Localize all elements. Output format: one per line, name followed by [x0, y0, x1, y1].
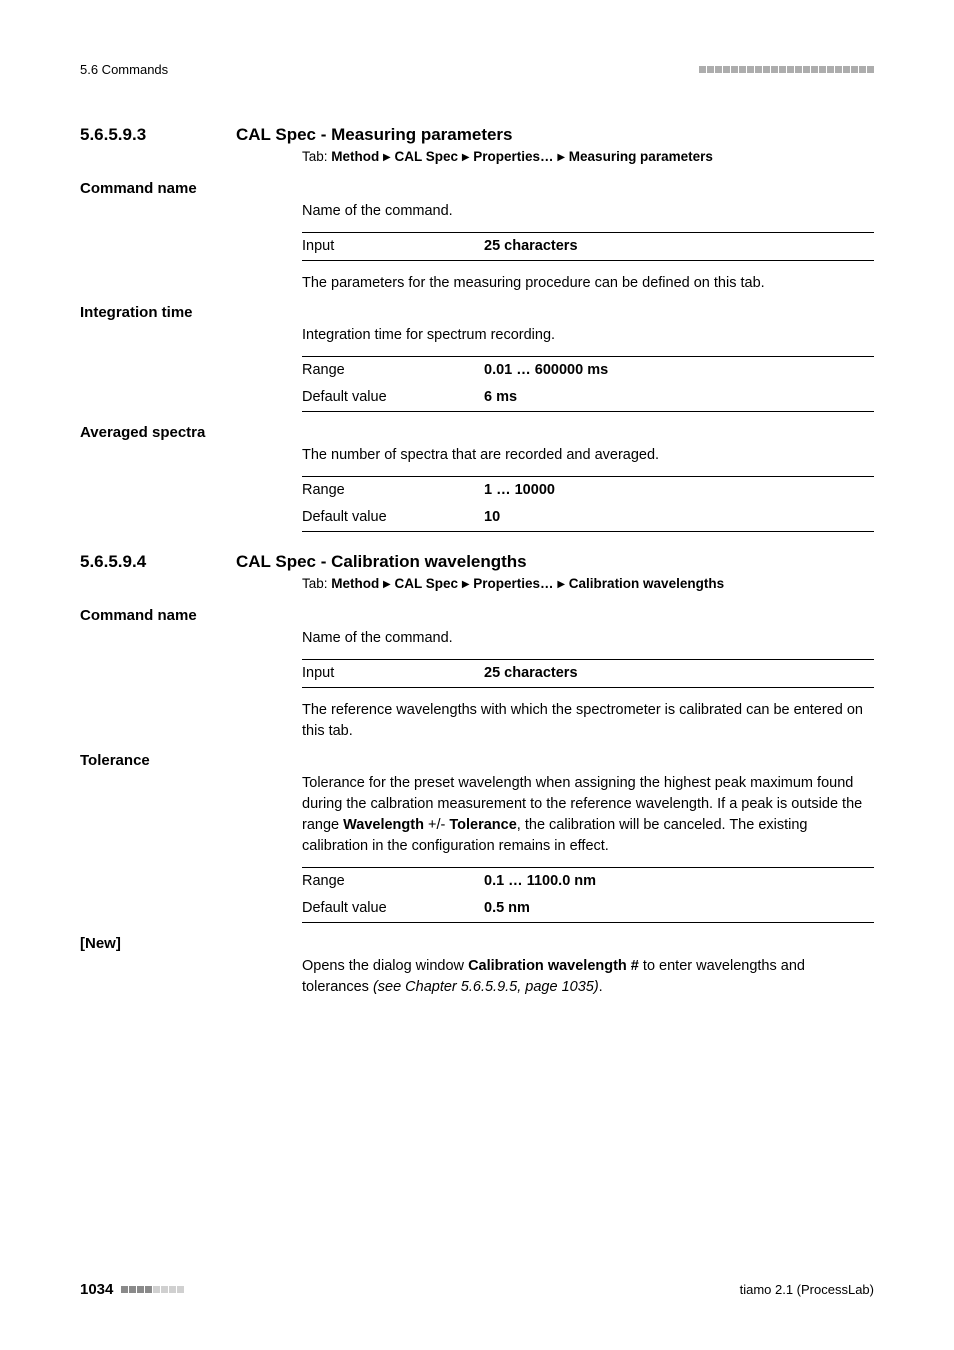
table-key: Range [302, 357, 484, 385]
param-description: Opens the dialog window Calibration wave… [302, 956, 874, 998]
section-number: 5.6.5.9.4 [80, 552, 236, 572]
table-key: Default value [302, 895, 484, 923]
table-value: 10 [484, 504, 874, 532]
param-table: Range1 … 10000Default value10 [302, 476, 874, 532]
param-label: Integration time [80, 304, 874, 321]
param-label: [New] [80, 935, 874, 952]
table-value: 1 … 10000 [484, 477, 874, 505]
param-body: Tolerance for the preset wavelength when… [302, 773, 874, 923]
param-body: Name of the command. Input25 characters Th… [302, 201, 874, 294]
param-table: Input25 characters [302, 232, 874, 261]
footer-right: tiamo 2.1 (ProcessLab) [740, 1282, 874, 1297]
section-heading: 5.6.5.9.3CAL Spec - Measuring parameters [80, 125, 874, 145]
section-title: CAL Spec - Calibration wavelengths [236, 552, 527, 571]
footer-left: 1034 [80, 1281, 184, 1298]
page-content: 5.6.5.9.3CAL Spec - Measuring parameters… [80, 125, 874, 998]
page-footer: 1034 tiamo 2.1 (ProcessLab) [80, 1281, 874, 1298]
table-key: Default value [302, 504, 484, 532]
param-table: Input25 characters [302, 659, 874, 688]
param-table: Range0.1 … 1100.0 nmDefault value0.5 nm [302, 867, 874, 923]
tab-path: Tab: Method ▶ CAL Spec ▶ Properties… ▶ M… [302, 149, 874, 164]
page-header: 5.6 Commands [80, 62, 874, 77]
param-body: Integration time for spectrum recording.… [302, 325, 874, 412]
param-description: Name of the command. [302, 628, 874, 649]
param-description: The number of spectra that are recorded … [302, 445, 874, 466]
param-description: Tolerance for the preset wavelength when… [302, 773, 874, 857]
param-description: Name of the command. [302, 201, 874, 222]
param-label: Command name [80, 180, 874, 197]
param-table: Range0.01 … 600000 msDefault value6 ms [302, 356, 874, 412]
header-decoration [699, 66, 874, 73]
param-body: Name of the command. Input25 characters Th… [302, 628, 874, 742]
section-title: CAL Spec - Measuring parameters [236, 125, 513, 144]
table-value: 0.1 … 1100.0 nm [484, 868, 874, 896]
param-label: Tolerance [80, 752, 874, 769]
table-key: Input [302, 233, 484, 261]
section-number: 5.6.5.9.3 [80, 125, 236, 145]
table-key: Range [302, 477, 484, 505]
param-label: Command name [80, 607, 874, 624]
table-key: Input [302, 660, 484, 688]
table-value: 25 characters [484, 233, 874, 261]
param-label: Averaged spectra [80, 424, 874, 441]
footer-decoration [121, 1286, 184, 1293]
page-number: 1034 [80, 1281, 113, 1298]
header-left: 5.6 Commands [80, 62, 168, 77]
section-heading: 5.6.5.9.4CAL Spec - Calibration waveleng… [80, 552, 874, 572]
table-key: Default value [302, 384, 484, 412]
tab-path: Tab: Method ▶ CAL Spec ▶ Properties… ▶ C… [302, 576, 874, 591]
table-key: Range [302, 868, 484, 896]
param-body: The number of spectra that are recorded … [302, 445, 874, 532]
table-value: 6 ms [484, 384, 874, 412]
table-value: 25 characters [484, 660, 874, 688]
param-description: Integration time for spectrum recording. [302, 325, 874, 346]
param-description: The reference wavelengths with which the… [302, 700, 874, 742]
param-description: The parameters for the measuring procedu… [302, 273, 874, 294]
table-value: 0.5 nm [484, 895, 874, 923]
param-body: Opens the dialog window Calibration wave… [302, 956, 874, 998]
table-value: 0.01 … 600000 ms [484, 357, 874, 385]
